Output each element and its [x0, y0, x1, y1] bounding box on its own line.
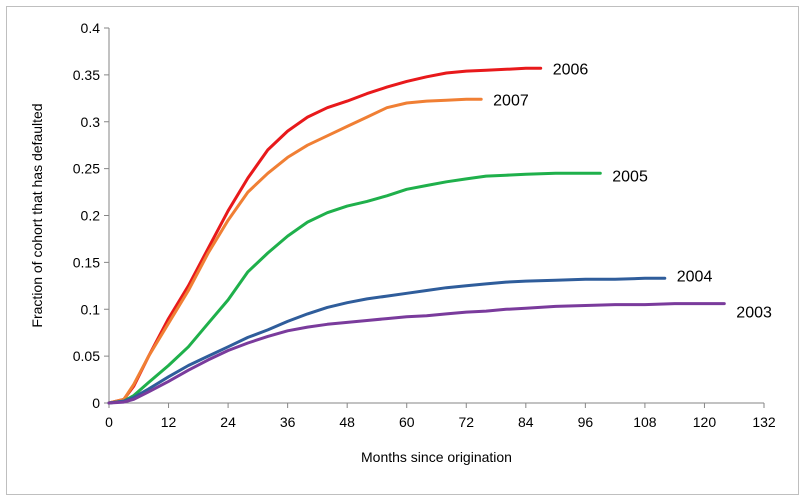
y-tick-label: 0.1: [81, 301, 101, 317]
x-tick-label: 132: [752, 414, 776, 430]
series-label-2003: 2003: [736, 305, 772, 322]
x-axis-title: Months since origination: [361, 449, 512, 465]
series-line-2004: [107, 276, 667, 405]
series-label-2005: 2005: [612, 168, 648, 185]
y-tick-label: 0.3: [81, 114, 101, 130]
series-line-2003: [107, 302, 726, 405]
series-line-2006: [107, 66, 543, 405]
x-tick-label: 84: [518, 414, 534, 430]
series-label-2006: 2006: [553, 61, 589, 78]
series-line-2005: [107, 171, 602, 405]
series-label-2004: 2004: [677, 268, 713, 285]
x-tick-label: 24: [220, 414, 236, 430]
y-tick-label: 0.05: [73, 348, 100, 364]
chart-frame: [6, 6, 799, 495]
y-axis: 0 0.05 0.1 0.15 0.2 0.25 0.3 0.35 0.4: [73, 20, 110, 411]
x-tick-label: 72: [458, 414, 474, 430]
x-tick-label: 36: [280, 414, 296, 430]
y-tick-label: 0: [92, 395, 100, 411]
series-labels: 2006 2007 2005 2004 2003: [493, 61, 772, 321]
x-tick-label: 60: [399, 414, 415, 430]
series-lines: [107, 66, 726, 405]
y-tick-label: 0.4: [81, 20, 101, 36]
y-axis-title: Fraction of cohort that has defaulted: [29, 103, 45, 327]
x-tick-label: 108: [633, 414, 657, 430]
x-tick-label: 12: [161, 414, 177, 430]
x-axis: 0 12 24 36 48 60 72 84 96 108 120 132: [105, 402, 776, 430]
x-tick-label: 96: [578, 414, 594, 430]
y-tick-label: 0.35: [73, 67, 100, 83]
series-line-2007: [107, 97, 483, 405]
y-tick-label: 0.15: [73, 254, 100, 270]
y-tick-label: 0.25: [73, 161, 100, 177]
x-tick-label: 120: [693, 414, 717, 430]
x-tick-label: 0: [105, 414, 113, 430]
x-tick-label: 48: [339, 414, 355, 430]
y-tick-label: 0.2: [81, 208, 101, 224]
series-label-2007: 2007: [493, 92, 529, 109]
